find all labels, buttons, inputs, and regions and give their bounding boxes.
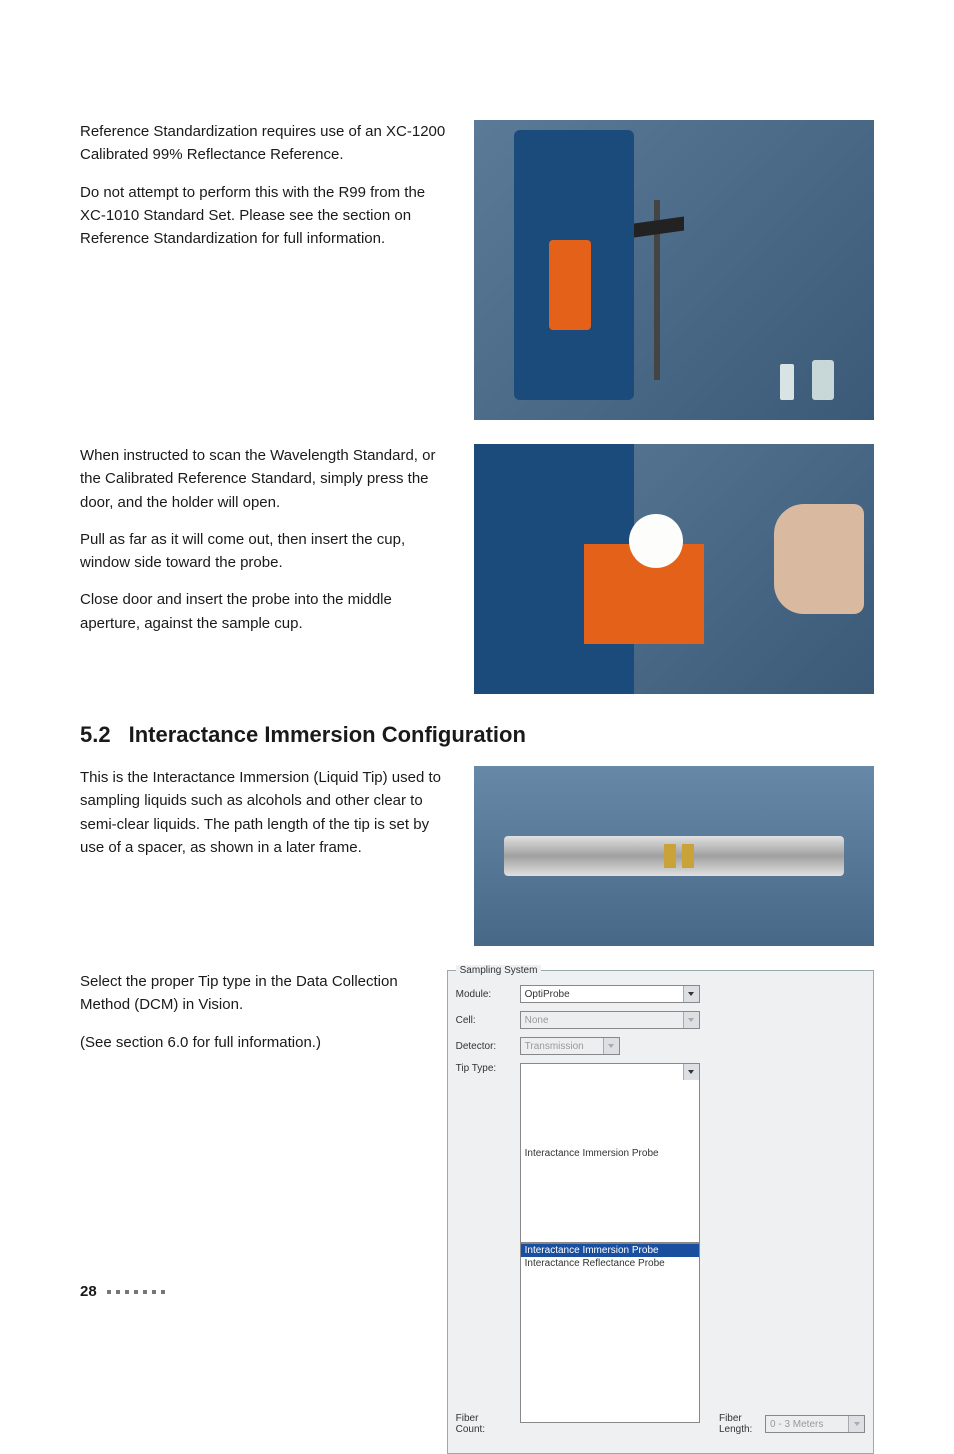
tip-type-select[interactable]: Interactance Immersion Probe	[520, 1063, 700, 1243]
chevron-down-icon[interactable]	[683, 1064, 699, 1080]
chevron-down-icon	[683, 1012, 699, 1028]
detector-row: Detector: Transmission	[456, 1037, 865, 1055]
image-column: Sampling System Module: OptiProbe Cell: …	[447, 970, 874, 1454]
detector-label: Detector:	[456, 1041, 514, 1052]
paragraph: Close door and insert the probe into the…	[80, 588, 454, 635]
paragraph: (See section 6.0 for full information.)	[80, 1031, 427, 1054]
chevron-down-icon	[603, 1038, 619, 1054]
tip-type-label: Tip Type:	[456, 1063, 514, 1074]
tip-type-row: Tip Type: Interactance Immersion Probe I…	[456, 1063, 865, 1423]
fiber-count-label: Fiber Count:	[456, 1413, 507, 1435]
chevron-down-icon[interactable]	[683, 986, 699, 1002]
document-page: Reference Standardization requires use o…	[0, 0, 954, 1350]
cell-select: None	[520, 1011, 700, 1029]
sampling-system-panel: Sampling System Module: OptiProbe Cell: …	[447, 970, 874, 1454]
content-block-3: This is the Interactance Immersion (Liqu…	[80, 766, 874, 946]
cell-value: None	[525, 1015, 549, 1026]
image-column	[474, 444, 874, 694]
chevron-down-icon	[848, 1416, 864, 1432]
module-label: Module:	[456, 989, 514, 1000]
image-column	[474, 120, 874, 420]
section-number: 5.2	[80, 722, 111, 748]
panel-legend: Sampling System	[456, 965, 542, 976]
content-block-1: Reference Standardization requires use o…	[80, 120, 874, 420]
tip-type-dropdown[interactable]: Interactance Immersion Probe Interactanc…	[520, 1243, 700, 1423]
page-number: 28	[80, 1283, 97, 1300]
text-column: This is the Interactance Immersion (Liqu…	[80, 766, 454, 873]
footer-dots	[107, 1290, 165, 1294]
paragraph: This is the Interactance Immersion (Liqu…	[80, 766, 454, 859]
paragraph: When instructed to scan the Wavelength S…	[80, 444, 454, 514]
paragraph: Select the proper Tip type in the Data C…	[80, 970, 427, 1017]
detector-select: Transmission	[520, 1037, 620, 1055]
text-column: When instructed to scan the Wavelength S…	[80, 444, 454, 649]
module-row: Module: OptiProbe	[456, 985, 865, 1003]
module-select[interactable]: OptiProbe	[520, 985, 700, 1003]
text-column: Select the proper Tip type in the Data C…	[80, 970, 427, 1068]
detector-value: Transmission	[525, 1041, 584, 1052]
section-heading: 5.2 Interactance Immersion Configuration	[80, 722, 874, 748]
instrument-photo	[474, 120, 874, 420]
fiber-length-select: 0 - 3 Meters	[765, 1415, 865, 1433]
tip-type-value: Interactance Immersion Probe	[525, 1148, 659, 1159]
image-column	[474, 766, 874, 946]
fiber-length-group: Fiber Length: 0 - 3 Meters	[719, 1413, 865, 1435]
text-column: Reference Standardization requires use o…	[80, 120, 454, 264]
paragraph: Pull as far as it will come out, then in…	[80, 528, 454, 575]
paragraph: Reference Standardization requires use o…	[80, 120, 454, 167]
section-title: Interactance Immersion Configuration	[129, 722, 874, 748]
dropdown-option[interactable]: Interactance Immersion Probe	[521, 1244, 699, 1257]
cell-label: Cell:	[456, 1015, 514, 1026]
paragraph: Do not attempt to perform this with the …	[80, 181, 454, 251]
fiber-length-label: Fiber Length:	[719, 1413, 759, 1435]
module-value: OptiProbe	[525, 989, 570, 1000]
cell-row: Cell: None	[456, 1011, 865, 1029]
page-footer: 28	[80, 1283, 165, 1300]
reference-disc-photo	[474, 444, 874, 694]
dropdown-option[interactable]: Interactance Reflectance Probe	[521, 1257, 699, 1270]
content-block-2: When instructed to scan the Wavelength S…	[80, 444, 874, 694]
immersion-probe-photo	[474, 766, 874, 946]
content-block-4: Select the proper Tip type in the Data C…	[80, 970, 874, 1454]
fiber-length-value: 0 - 3 Meters	[770, 1419, 823, 1430]
